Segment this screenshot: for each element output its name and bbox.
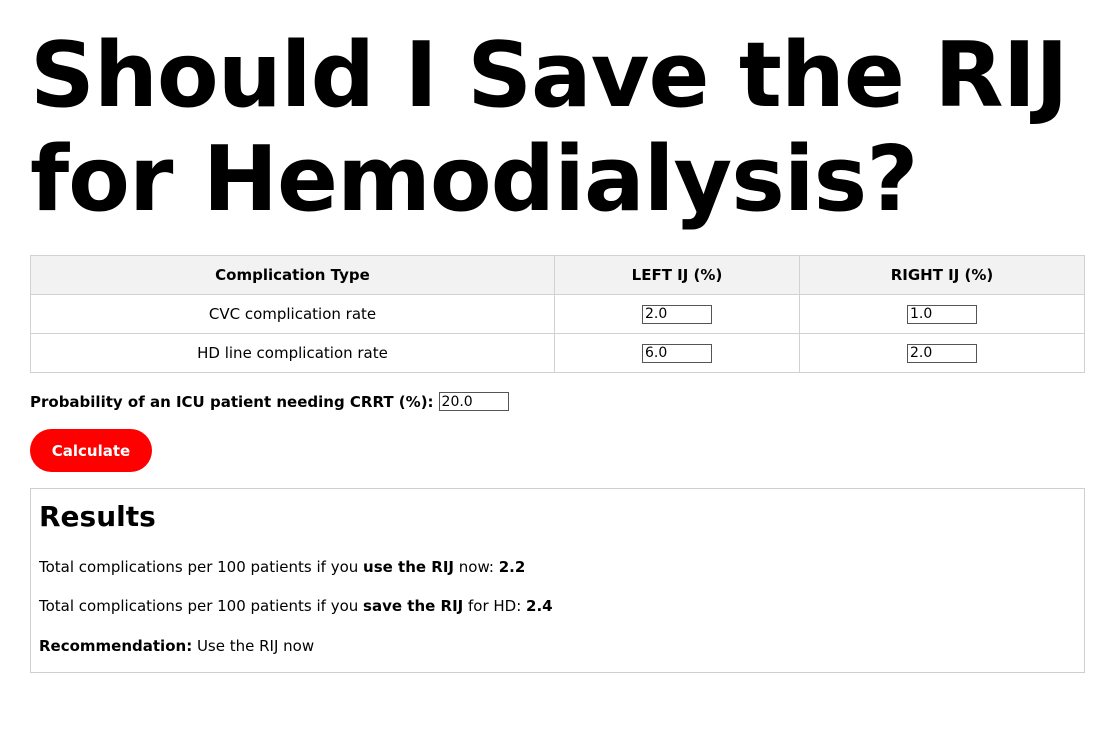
complication-table: Complication Type LEFT IJ (%) RIGHT IJ (… xyxy=(30,255,1085,373)
column-header-right-ij: RIGHT IJ (%) xyxy=(799,255,1085,295)
cell-hd-left xyxy=(554,333,800,373)
result-use-now-value: 2.2 xyxy=(498,558,526,576)
table-row: HD line complication rate xyxy=(30,333,1085,373)
table-header-row: Complication Type LEFT IJ (%) RIGHT IJ (… xyxy=(30,255,1085,295)
crrt-probability-input[interactable] xyxy=(438,392,509,411)
result-save-for-hd: Total complications per 100 patients if … xyxy=(39,596,1076,616)
cell-cvc-right xyxy=(799,294,1085,334)
hd-left-ij-input[interactable] xyxy=(642,343,712,363)
result-save-emphasis: save the RIJ xyxy=(363,597,464,615)
page: Should I Save the RIJ for Hemodialysis? … xyxy=(30,0,1085,673)
results-panel: Results Total complications per 100 pati… xyxy=(30,488,1085,673)
crrt-probability-row: Probability of an ICU patient needing CR… xyxy=(30,392,1085,411)
result-use-now-emphasis: use the RIJ xyxy=(363,558,455,576)
result-save-value: 2.4 xyxy=(526,597,553,615)
table-row: CVC complication rate xyxy=(30,294,1085,334)
column-header-left-ij: LEFT IJ (%) xyxy=(554,255,800,295)
cvc-right-ij-input[interactable] xyxy=(907,304,977,324)
cell-hd-right xyxy=(799,333,1085,373)
row-label-cvc: CVC complication rate xyxy=(30,294,555,334)
column-header-complication-type: Complication Type xyxy=(30,255,555,295)
crrt-probability-label: Probability of an ICU patient needing CR… xyxy=(30,392,434,411)
cvc-left-ij-input[interactable] xyxy=(642,304,712,324)
recommendation: Recommendation: Use the RIJ now xyxy=(39,636,1076,656)
result-use-now-suffix: now: xyxy=(454,558,499,576)
calculate-button[interactable]: Calculate xyxy=(30,429,152,472)
result-use-now-prefix: Total complications per 100 patients if … xyxy=(39,558,364,576)
cell-cvc-left xyxy=(554,294,800,334)
page-title: Should I Save the RIJ for Hemodialysis? xyxy=(30,23,1069,232)
results-heading: Results xyxy=(39,500,156,533)
recommendation-label: Recommendation: xyxy=(39,637,193,655)
recommendation-value: Use the RIJ now xyxy=(192,637,315,655)
hd-right-ij-input[interactable] xyxy=(907,343,977,363)
result-save-prefix: Total complications per 100 patients if … xyxy=(39,597,364,615)
result-save-suffix: for HD: xyxy=(463,597,527,615)
result-use-now: Total complications per 100 patients if … xyxy=(39,557,1076,577)
row-label-hd-line: HD line complication rate xyxy=(30,333,555,373)
